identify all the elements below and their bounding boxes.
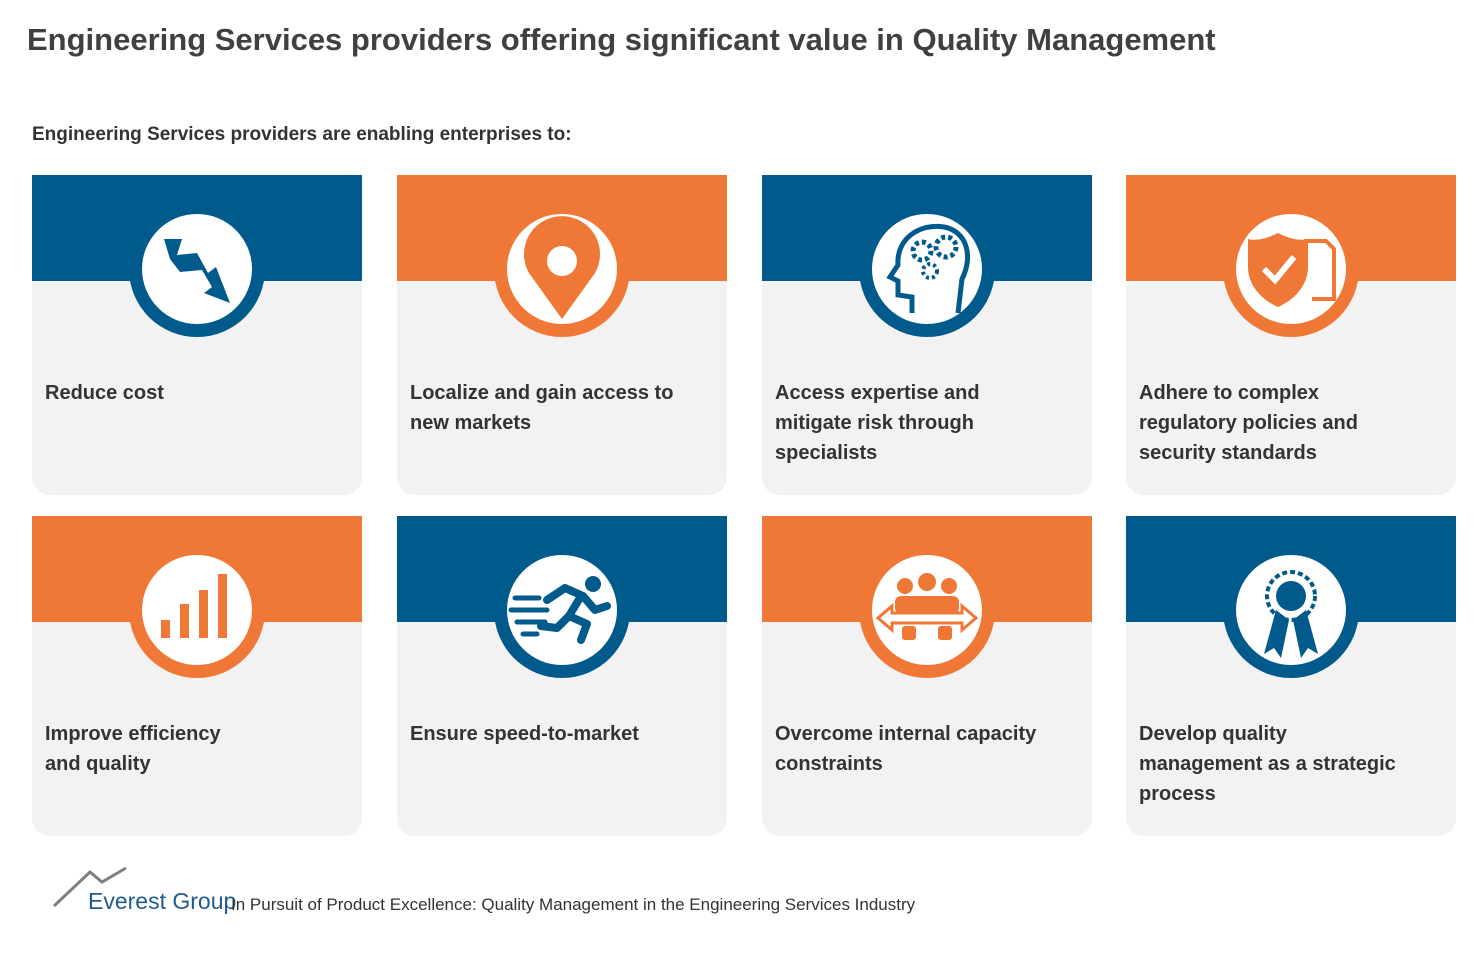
- card-line: Overcome internal capacity: [775, 723, 1037, 745]
- card-line: and quality: [45, 753, 151, 775]
- subtitle: Engineering Services providers are enabl…: [32, 124, 572, 145]
- card-text: Access expertise and mitigate risk throug…: [775, 378, 980, 468]
- card-text: Reduce cost: [45, 378, 164, 408]
- card-header: [762, 175, 1092, 337]
- card-header: [1126, 516, 1456, 678]
- card-line: regulatory policies and: [1139, 412, 1358, 434]
- card-line: mitigate risk through: [775, 412, 974, 434]
- card-header: [762, 516, 1092, 678]
- card: Develop quality management as a strategic…: [1126, 516, 1456, 836]
- card: Improve efficiency and quality: [32, 516, 362, 836]
- card-line: process: [1139, 783, 1216, 805]
- card-header: [32, 516, 362, 678]
- card-line: specialists: [775, 442, 878, 464]
- card-text: Overcome internal capacity constraints: [775, 719, 1036, 779]
- card-line: Ensure speed-to-market: [410, 723, 639, 745]
- logo-mark: [52, 866, 127, 908]
- card-text: Improve efficiency and quality: [45, 719, 221, 779]
- title: Engineering Services providers offering …: [27, 22, 1216, 57]
- source: In Pursuit of Product Excellence: Qualit…: [231, 895, 916, 914]
- card-text: Ensure speed-to-market: [410, 719, 639, 749]
- card-line: Adhere to complex: [1139, 382, 1320, 404]
- card-header: [1126, 175, 1456, 337]
- card-header: [397, 175, 727, 337]
- card: Ensure speed-to-market: [397, 516, 727, 836]
- card-line: new markets: [410, 412, 532, 434]
- card-text: Adhere to complex regulatory policies and…: [1139, 378, 1358, 468]
- card-line: management as a strategic: [1139, 753, 1396, 775]
- card: Access expertise and mitigate risk throug…: [762, 175, 1092, 495]
- card-line: Localize and gain access to: [410, 382, 674, 404]
- card-line: Reduce cost: [45, 382, 164, 404]
- card: Reduce cost: [32, 175, 362, 495]
- card-text: Develop quality management as a strategic…: [1139, 719, 1396, 809]
- card-line: Improve efficiency: [45, 723, 221, 745]
- card: Adhere to complex regulatory policies and…: [1126, 175, 1456, 495]
- card-line: constraints: [775, 753, 883, 775]
- card: Localize and gain access to new markets: [397, 175, 727, 495]
- card: Overcome internal capacity constraints: [762, 516, 1092, 836]
- card-line: security standards: [1139, 442, 1317, 464]
- brand: Everest Group: [88, 888, 237, 914]
- card-text: Localize and gain access to new markets: [410, 378, 673, 438]
- card-line: Access expertise and: [775, 382, 980, 404]
- card-line: Develop quality: [1139, 723, 1287, 745]
- card-header: [32, 175, 362, 337]
- card-header: [397, 516, 727, 678]
